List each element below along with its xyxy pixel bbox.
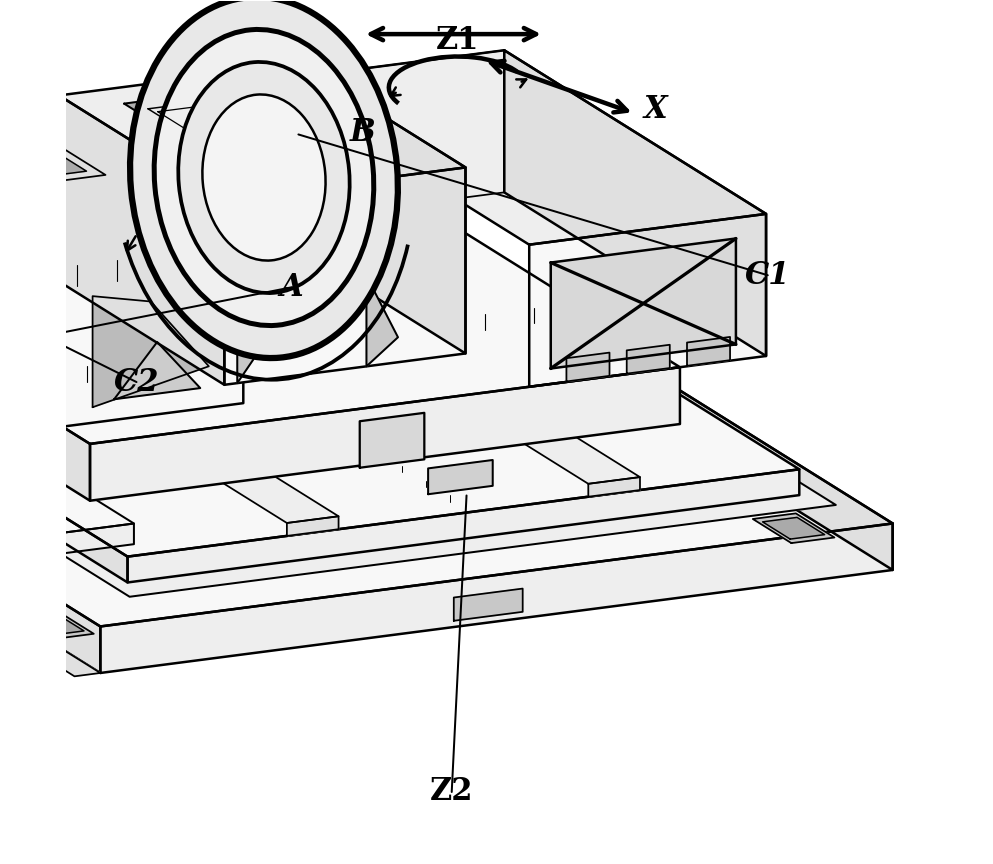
Polygon shape <box>391 210 893 570</box>
Polygon shape <box>124 93 262 142</box>
Ellipse shape <box>154 29 373 326</box>
Polygon shape <box>0 209 836 597</box>
Ellipse shape <box>0 214 9 369</box>
Circle shape <box>4 363 11 370</box>
Polygon shape <box>753 513 834 543</box>
Polygon shape <box>33 647 100 677</box>
Polygon shape <box>551 238 736 368</box>
Text: C1: C1 <box>745 260 790 291</box>
Ellipse shape <box>179 62 350 293</box>
Polygon shape <box>59 64 466 199</box>
Text: Z2: Z2 <box>430 777 474 808</box>
Polygon shape <box>287 517 339 536</box>
Polygon shape <box>92 296 209 407</box>
Polygon shape <box>588 477 639 497</box>
Polygon shape <box>9 147 86 176</box>
Polygon shape <box>529 214 766 387</box>
Polygon shape <box>247 89 338 120</box>
Polygon shape <box>454 588 522 620</box>
Polygon shape <box>0 156 63 427</box>
Text: Z1: Z1 <box>436 25 480 55</box>
Polygon shape <box>114 342 201 399</box>
Polygon shape <box>148 102 238 133</box>
Polygon shape <box>21 610 93 638</box>
Polygon shape <box>267 50 766 245</box>
Polygon shape <box>0 210 391 359</box>
Polygon shape <box>359 413 424 467</box>
Ellipse shape <box>203 94 326 261</box>
Polygon shape <box>300 64 466 353</box>
Polygon shape <box>0 132 243 284</box>
Ellipse shape <box>0 526 19 550</box>
Text: A: A <box>280 272 303 302</box>
Polygon shape <box>0 132 37 297</box>
Polygon shape <box>0 157 9 187</box>
Polygon shape <box>0 248 339 523</box>
Polygon shape <box>0 288 127 582</box>
Circle shape <box>4 311 11 318</box>
Polygon shape <box>504 50 766 356</box>
Text: B: B <box>351 117 376 148</box>
Polygon shape <box>0 313 100 673</box>
Polygon shape <box>18 524 134 559</box>
Text: X: X <box>644 93 667 124</box>
Polygon shape <box>687 337 730 365</box>
Polygon shape <box>0 210 893 626</box>
Polygon shape <box>127 469 799 582</box>
Polygon shape <box>0 289 90 501</box>
Polygon shape <box>223 80 361 129</box>
Polygon shape <box>237 293 260 383</box>
Polygon shape <box>159 208 639 484</box>
Polygon shape <box>0 213 680 444</box>
Polygon shape <box>257 93 328 116</box>
Polygon shape <box>366 276 398 366</box>
Polygon shape <box>100 524 893 673</box>
Polygon shape <box>763 518 824 539</box>
Polygon shape <box>627 345 669 373</box>
Polygon shape <box>428 460 493 494</box>
Ellipse shape <box>130 0 398 358</box>
Polygon shape <box>31 613 84 634</box>
Polygon shape <box>59 95 224 384</box>
Polygon shape <box>90 367 680 501</box>
Polygon shape <box>63 261 243 427</box>
Polygon shape <box>0 317 134 538</box>
Polygon shape <box>0 150 28 193</box>
Polygon shape <box>0 200 799 556</box>
Polygon shape <box>224 168 466 384</box>
Circle shape <box>4 337 11 344</box>
Polygon shape <box>566 353 610 381</box>
Polygon shape <box>158 106 228 129</box>
Polygon shape <box>0 141 105 183</box>
Text: C2: C2 <box>114 366 159 397</box>
Polygon shape <box>267 50 504 223</box>
